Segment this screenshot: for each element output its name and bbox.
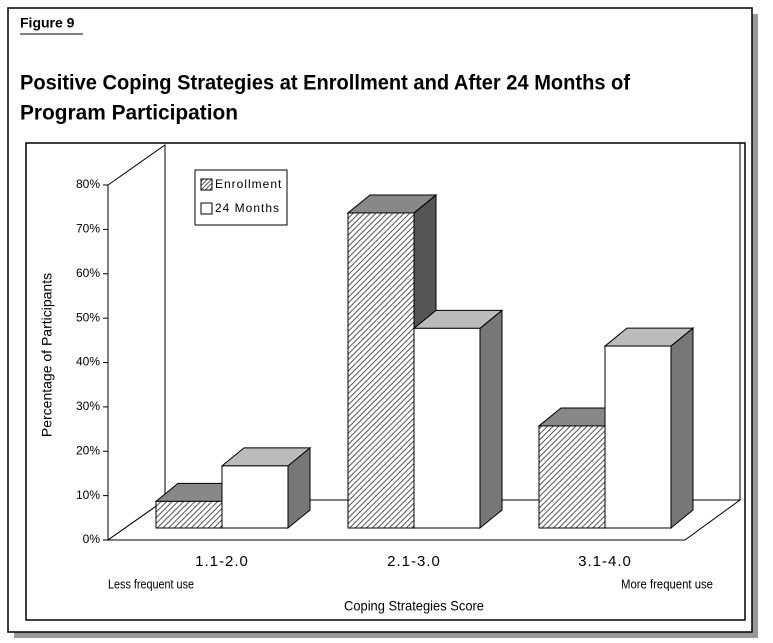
left-wall	[107, 144, 166, 541]
bar-front	[538, 425, 606, 529]
bar	[220, 446, 312, 530]
y-axis-label: Percentage of Participants	[39, 273, 55, 437]
y-tick-label: 40%	[76, 355, 100, 369]
legend-swatch	[200, 178, 213, 191]
y-tick-label: 60%	[76, 266, 100, 280]
legend-label: 24 Months	[215, 201, 280, 215]
bar-side	[479, 309, 503, 530]
bar-front	[604, 345, 672, 529]
bar-front	[413, 327, 481, 529]
title-line: Program Participation	[20, 102, 238, 125]
legend-label: Enrollment	[215, 177, 282, 191]
x-note-low: Less frequent use	[108, 576, 194, 591]
y-tick-label: 10%	[76, 488, 100, 502]
bar-side	[670, 327, 694, 530]
bar-front	[221, 465, 289, 529]
y-tick-label: 80%	[76, 177, 100, 191]
y-tick-label: 30%	[76, 399, 100, 413]
y-tick-label: 70%	[76, 222, 100, 236]
title-line: Positive Coping Strategies at Enrollment…	[20, 72, 631, 95]
x-axis-label: Coping Strategies Score	[344, 598, 484, 614]
chart-box	[25, 142, 746, 621]
bar	[603, 327, 695, 530]
figure-label: Figure 9	[20, 15, 75, 31]
y-tick-label: 50%	[76, 310, 100, 324]
x-tick-label: 2.1-3.0	[387, 553, 441, 570]
legend-swatch	[200, 202, 213, 215]
bar-front	[347, 212, 415, 529]
bar	[412, 309, 504, 530]
bar-front	[155, 500, 223, 529]
y-tick-label: 20%	[76, 443, 100, 457]
x-tick-label: 3.1-4.0	[578, 553, 632, 570]
x-note-high: More frequent use	[621, 576, 713, 591]
x-tick-label: 1.1-2.0	[195, 553, 249, 570]
y-tick-label: 0%	[83, 532, 101, 546]
